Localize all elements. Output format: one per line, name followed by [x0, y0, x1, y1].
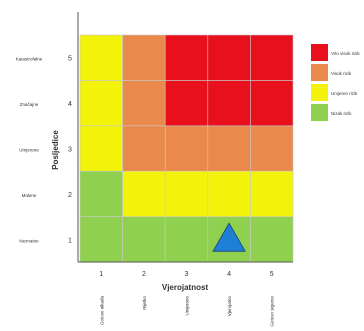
heatmap-cell	[79, 80, 123, 127]
legend-label: Umjeren rizik	[331, 91, 358, 96]
y-tick-label: 1	[68, 237, 72, 244]
y-tick-label: 4	[68, 101, 72, 108]
y-ticks: 1 2 3 4 5	[68, 56, 72, 245]
heatmap-cell	[164, 34, 209, 81]
y-tick-label: 5	[68, 56, 72, 63]
heatmap-cell	[164, 80, 209, 127]
x-category-labels: Gotovo nikada Rijetko Umjereno Vjerojatno Go…	[99, 296, 274, 327]
y-tick-label: 2	[68, 192, 72, 199]
heatmap-cell	[250, 216, 294, 263]
y-tick-label: 3	[68, 147, 72, 154]
x-tick-label: 1	[99, 271, 103, 278]
x-tick-label: 4	[227, 271, 231, 278]
legend: Vrlo visok rizik Visok rizik Umjeren rizik…	[311, 44, 360, 121]
heatmap-cell	[79, 216, 123, 263]
heatmap-cells	[79, 34, 294, 263]
heatmap-cell	[79, 170, 123, 217]
x-tick-label: 2	[142, 271, 146, 278]
heatmap-cell	[207, 80, 251, 127]
y-category-labels: Neznatne Malene Umjerene Značajne Katastrofa…	[16, 57, 43, 244]
legend-swatch	[311, 44, 328, 61]
y-category-label: Umjerene	[19, 148, 39, 153]
heatmap-cell	[122, 34, 166, 81]
heatmap-cell	[164, 170, 209, 217]
x-category-label: Gotovo sigurno	[270, 296, 275, 327]
legend-swatch	[311, 104, 328, 121]
heatmap-cell	[207, 34, 251, 81]
axes	[77, 12, 293, 263]
heatmap-cell	[207, 170, 251, 217]
heatmap-cell	[122, 125, 166, 172]
legend-label: Vrlo visok rizik	[331, 51, 360, 56]
heatmap-cell	[250, 34, 294, 81]
y-axis-title: Posljedice	[51, 130, 60, 170]
x-category-label: Gotovo nikada	[99, 296, 104, 326]
legend-swatch	[311, 64, 328, 81]
x-category-label: Umjereno	[185, 296, 190, 316]
heatmap-cell	[250, 170, 294, 217]
heatmap-cell	[250, 125, 294, 172]
heatmap-cell	[122, 170, 166, 217]
x-category-label: Rijetko	[142, 296, 147, 310]
triangle-marker	[212, 222, 246, 252]
y-category-label: Malene	[22, 193, 37, 198]
y-category-label: Katastrofalne	[16, 57, 43, 62]
x-category-label: Vjerojatno	[227, 296, 232, 317]
heatmap-cell	[79, 34, 123, 81]
heatmap-cell	[164, 216, 209, 263]
legend-swatch	[311, 84, 328, 101]
legend-label: Nizak rizik	[331, 111, 352, 116]
heatmap-cell	[250, 80, 294, 127]
heatmap-cell	[122, 216, 166, 263]
heatmap-cell	[164, 125, 209, 172]
y-category-label: Značajne	[20, 102, 39, 107]
x-axis-title: Vjerojatnost	[162, 283, 209, 292]
heatmap-cell	[207, 125, 251, 172]
heatmap-cell	[122, 80, 166, 127]
legend-label: Visok rizik	[331, 71, 352, 76]
x-ticks: 1 2 3 4 5	[99, 271, 273, 278]
marker-layer	[212, 222, 246, 252]
heatmap-cell	[79, 125, 123, 172]
y-category-label: Neznatne	[19, 238, 39, 243]
x-tick-label: 5	[270, 271, 274, 278]
x-tick-label: 3	[185, 271, 189, 278]
